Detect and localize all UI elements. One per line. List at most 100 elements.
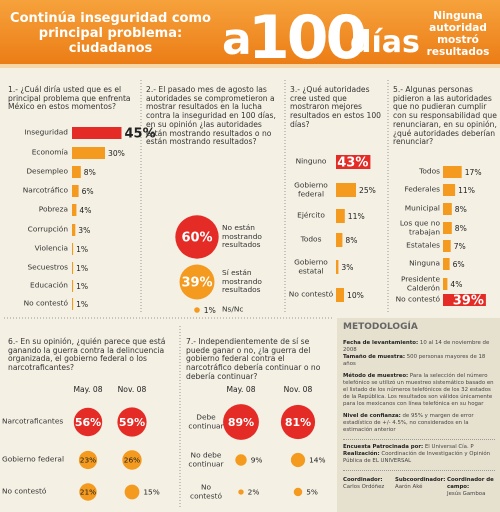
category-label: No debe continuar bbox=[188, 450, 224, 468]
bubble bbox=[124, 484, 140, 500]
bubble bbox=[223, 404, 259, 440]
category-label: No contestó bbox=[23, 298, 68, 308]
value-label: 1% bbox=[76, 300, 88, 309]
credit-name: Carlos Ordóñez bbox=[343, 483, 385, 490]
bar bbox=[72, 204, 77, 216]
category-label: No contestó bbox=[2, 486, 47, 496]
bar bbox=[336, 209, 345, 223]
category-label: Los que no trabajan bbox=[399, 218, 440, 236]
category-label: Debe continuar bbox=[188, 412, 224, 430]
value-label: 39% bbox=[453, 294, 484, 309]
category-label: Federales bbox=[404, 184, 440, 194]
value-label: 6% bbox=[453, 260, 465, 269]
credit-role: Subcoordinador: bbox=[395, 476, 446, 483]
dividers bbox=[4, 80, 389, 508]
category-label: Sí están mostrando resultados bbox=[222, 268, 262, 295]
value-label: 8% bbox=[455, 205, 467, 214]
category-label: Todos bbox=[419, 166, 440, 176]
value-label: 4% bbox=[79, 206, 91, 215]
bar bbox=[72, 298, 74, 310]
bar bbox=[443, 203, 452, 215]
value-label: 39% bbox=[181, 276, 212, 291]
value-label: 9% bbox=[251, 456, 263, 465]
value-label: 81% bbox=[285, 416, 311, 429]
value-label: 89% bbox=[228, 416, 254, 429]
credit-role: Coordinador: bbox=[343, 476, 383, 483]
value-label: 1% bbox=[76, 245, 88, 254]
category-label: Ninguna bbox=[409, 258, 440, 268]
bubble bbox=[290, 452, 306, 468]
bubble bbox=[73, 407, 103, 437]
bar bbox=[72, 243, 74, 255]
item-text: 500 personas mayores de 18 años bbox=[343, 353, 486, 367]
value-label: 30% bbox=[108, 149, 125, 158]
bar bbox=[336, 233, 343, 247]
category-label: Ns/Nc bbox=[222, 304, 244, 314]
bar bbox=[443, 258, 450, 270]
bar bbox=[72, 185, 79, 197]
category-label: Gobierno estatal bbox=[294, 257, 328, 275]
credit: Coordinador de campo: Jesús Gamboa bbox=[447, 477, 495, 498]
method-item: Fecha de levantamiento: 10 al 14 de novi… bbox=[343, 340, 495, 368]
credits: Coordinador: Carlos Ordóñez Subcoordinado… bbox=[343, 477, 495, 498]
bubble bbox=[235, 454, 247, 466]
bar bbox=[443, 294, 486, 306]
bubble bbox=[179, 264, 215, 300]
category-label: Municipal bbox=[404, 203, 440, 213]
category-label: Narcotraficantes bbox=[2, 416, 64, 426]
bar bbox=[336, 183, 356, 197]
series-header: May. 08 bbox=[226, 385, 255, 394]
value-label: 11% bbox=[348, 212, 365, 221]
realization-text: Coordinación de Investigación y Opinión … bbox=[343, 450, 491, 464]
value-label: 6% bbox=[82, 187, 94, 196]
value-label: 8% bbox=[84, 168, 96, 177]
category-label: Ejército bbox=[297, 210, 325, 220]
brand-prefix: a bbox=[222, 14, 252, 65]
category-label: Narcotráfico bbox=[22, 185, 68, 195]
value-label: 56% bbox=[75, 416, 101, 429]
methodology: METODOLOGÍA Fecha de levantamiento: 10 a… bbox=[343, 322, 495, 498]
value-label: 8% bbox=[345, 236, 357, 245]
category-label: Secuestros bbox=[27, 262, 68, 272]
sponsor-text: El Universal Cía. P bbox=[424, 443, 474, 450]
credit-name: Jesús Gamboa bbox=[447, 490, 486, 497]
value-label: 45% bbox=[125, 127, 156, 142]
bar bbox=[72, 166, 81, 178]
bar bbox=[72, 147, 105, 159]
bar bbox=[443, 278, 448, 290]
value-label: 1% bbox=[76, 264, 88, 273]
category-label: Presidente Calderón bbox=[400, 274, 440, 292]
method-item: Método de muestreo: Para la selección de… bbox=[343, 373, 495, 408]
item-text: Para la selección del número telefónico … bbox=[343, 372, 494, 407]
value-label: 25% bbox=[359, 186, 376, 195]
category-label: No contestó bbox=[395, 294, 440, 304]
bar bbox=[336, 260, 339, 274]
bubble bbox=[78, 450, 98, 470]
bar bbox=[336, 155, 371, 169]
question: 2.- El pasado mes de agosto las autorida… bbox=[146, 85, 276, 147]
sponsor-label: Encuesta Patrocinada por: bbox=[343, 443, 424, 450]
brand-suffix: días bbox=[350, 25, 420, 60]
value-label: 11% bbox=[458, 186, 475, 195]
bar bbox=[72, 127, 122, 139]
bubble bbox=[238, 489, 244, 495]
question: 3.- ¿Qué autoridades cree usted que most… bbox=[290, 85, 381, 129]
bar bbox=[443, 240, 451, 252]
series-header: Nov. 08 bbox=[284, 385, 313, 394]
bar bbox=[443, 166, 462, 178]
value-label: 15% bbox=[143, 488, 159, 497]
value-label: 8% bbox=[455, 224, 467, 233]
credit-role: Coordinador de campo: bbox=[447, 476, 494, 490]
bubble bbox=[117, 407, 147, 437]
method-item: Nivel de confianza: de 95% y margen de e… bbox=[343, 413, 495, 434]
value-label: 3% bbox=[78, 226, 90, 235]
bar bbox=[336, 288, 344, 302]
item-text: de 95% y margen de error estadístico de … bbox=[343, 412, 474, 433]
category-label: Inseguridad bbox=[24, 127, 68, 137]
item-label: Tamaño de muestra: bbox=[343, 353, 406, 360]
category-label: Economía bbox=[31, 147, 68, 157]
methodology-box bbox=[337, 318, 500, 512]
credit: Subcoordinador: Aarón Aké bbox=[395, 476, 446, 498]
